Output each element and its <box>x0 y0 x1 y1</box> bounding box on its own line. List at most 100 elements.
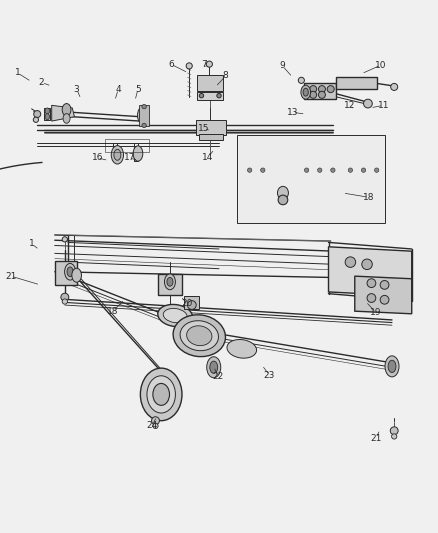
Ellipse shape <box>301 85 311 99</box>
Circle shape <box>390 427 398 435</box>
Text: 14: 14 <box>202 152 214 161</box>
Ellipse shape <box>303 88 308 96</box>
Ellipse shape <box>187 326 212 345</box>
Ellipse shape <box>158 304 193 327</box>
Bar <box>197 92 223 100</box>
Text: 18: 18 <box>363 193 374 202</box>
Polygon shape <box>304 84 336 99</box>
Circle shape <box>391 84 398 91</box>
Ellipse shape <box>72 268 81 282</box>
Text: 4: 4 <box>116 85 121 94</box>
Circle shape <box>261 168 265 172</box>
Text: 17: 17 <box>124 154 135 163</box>
Bar <box>199 134 223 140</box>
Ellipse shape <box>147 376 175 413</box>
Text: 3: 3 <box>74 85 80 94</box>
Ellipse shape <box>138 107 147 124</box>
Text: 21: 21 <box>5 272 17 281</box>
Circle shape <box>166 305 173 312</box>
Text: 7: 7 <box>201 60 207 69</box>
Ellipse shape <box>153 383 170 405</box>
Circle shape <box>392 434 397 439</box>
Ellipse shape <box>163 309 187 322</box>
Text: 21: 21 <box>370 434 381 443</box>
Circle shape <box>186 63 192 69</box>
Text: 10: 10 <box>375 61 387 69</box>
Circle shape <box>380 280 389 289</box>
Ellipse shape <box>167 278 173 286</box>
Circle shape <box>217 93 221 98</box>
Text: 15: 15 <box>198 124 209 133</box>
Ellipse shape <box>207 357 221 378</box>
Ellipse shape <box>388 360 396 373</box>
Circle shape <box>62 299 67 304</box>
Polygon shape <box>52 106 74 121</box>
Ellipse shape <box>45 108 49 114</box>
Circle shape <box>348 168 353 172</box>
Circle shape <box>345 257 356 268</box>
Polygon shape <box>139 106 149 126</box>
Circle shape <box>367 294 376 302</box>
Text: 20: 20 <box>182 299 193 308</box>
Circle shape <box>152 417 159 425</box>
Text: 6: 6 <box>168 60 174 69</box>
Text: 1: 1 <box>14 68 21 77</box>
Circle shape <box>61 293 69 301</box>
Ellipse shape <box>227 340 257 358</box>
Polygon shape <box>158 274 182 295</box>
Polygon shape <box>55 261 77 285</box>
Text: 2: 2 <box>39 78 44 87</box>
Circle shape <box>318 168 322 172</box>
Polygon shape <box>328 247 412 296</box>
Ellipse shape <box>173 315 226 357</box>
Circle shape <box>304 168 309 172</box>
Text: 9: 9 <box>279 61 286 70</box>
Polygon shape <box>355 276 412 314</box>
Circle shape <box>199 93 204 98</box>
Ellipse shape <box>385 356 399 377</box>
Circle shape <box>318 86 325 93</box>
Ellipse shape <box>210 361 218 374</box>
Bar <box>197 75 223 91</box>
Polygon shape <box>44 108 50 120</box>
Circle shape <box>310 91 317 98</box>
Circle shape <box>247 168 252 172</box>
Ellipse shape <box>165 274 175 290</box>
Ellipse shape <box>62 103 71 116</box>
Circle shape <box>364 99 372 108</box>
Bar <box>184 296 199 310</box>
Circle shape <box>361 168 366 172</box>
Circle shape <box>153 423 158 429</box>
Text: 8: 8 <box>223 71 229 80</box>
Ellipse shape <box>140 368 182 421</box>
Circle shape <box>34 110 41 118</box>
Ellipse shape <box>278 195 288 205</box>
Circle shape <box>62 237 67 242</box>
Bar <box>196 120 226 135</box>
Ellipse shape <box>65 263 75 280</box>
Circle shape <box>362 259 372 270</box>
Circle shape <box>142 123 146 128</box>
Text: 23: 23 <box>264 370 275 379</box>
Circle shape <box>298 77 304 84</box>
Text: 24: 24 <box>147 421 158 430</box>
Circle shape <box>367 279 376 287</box>
Text: 18: 18 <box>107 306 119 316</box>
Circle shape <box>380 295 389 304</box>
Ellipse shape <box>45 114 49 120</box>
Circle shape <box>33 117 39 123</box>
Text: 13: 13 <box>287 108 298 117</box>
Polygon shape <box>336 77 377 89</box>
Ellipse shape <box>133 146 143 161</box>
Circle shape <box>187 301 196 310</box>
Text: 19: 19 <box>370 308 381 317</box>
Text: 12: 12 <box>344 101 355 110</box>
Circle shape <box>331 168 335 172</box>
Bar <box>237 135 385 223</box>
Ellipse shape <box>277 187 289 199</box>
Ellipse shape <box>140 111 145 120</box>
Ellipse shape <box>111 146 124 164</box>
Ellipse shape <box>63 114 70 123</box>
Ellipse shape <box>180 321 219 351</box>
Text: 11: 11 <box>378 101 389 110</box>
